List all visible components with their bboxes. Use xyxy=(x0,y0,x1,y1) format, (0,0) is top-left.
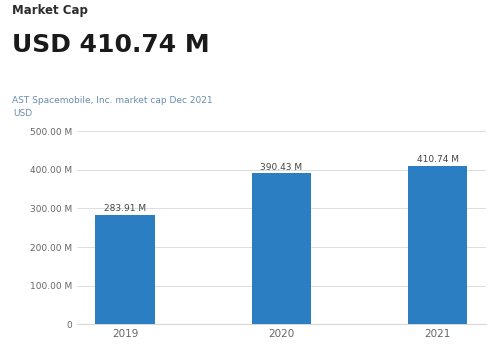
Text: USD 410.74 M: USD 410.74 M xyxy=(12,33,210,57)
Text: USD: USD xyxy=(13,109,33,118)
Bar xyxy=(252,174,311,324)
Text: 390.43 M: 390.43 M xyxy=(260,163,303,172)
Bar xyxy=(95,215,155,324)
Text: AST Spacemobile, Inc. market cap Dec 2021: AST Spacemobile, Inc. market cap Dec 202… xyxy=(12,96,213,105)
Text: 283.91 M: 283.91 M xyxy=(104,204,146,213)
Text: Market Cap: Market Cap xyxy=(12,3,88,17)
Bar xyxy=(408,166,467,324)
Text: 410.74 M: 410.74 M xyxy=(417,155,459,164)
